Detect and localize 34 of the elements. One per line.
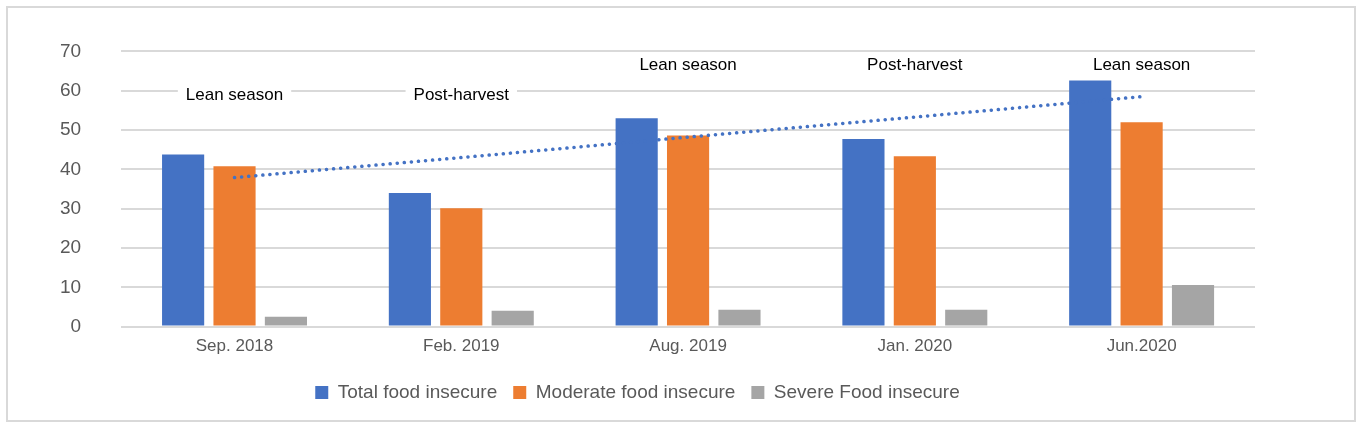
- bar: [893, 156, 936, 326]
- x-tick-label: Jan. 2020: [877, 336, 953, 356]
- annotation: Lean season: [1092, 55, 1191, 75]
- bar: [666, 135, 710, 326]
- bar: [1171, 284, 1215, 326]
- legend-label: Severe Food insecure: [773, 380, 960, 402]
- bar: [842, 139, 885, 326]
- bar: [213, 166, 256, 326]
- bar: [1120, 122, 1163, 326]
- annotation: Lean season: [639, 55, 737, 75]
- y-tick-label: 30: [59, 196, 82, 218]
- bar: [388, 192, 431, 326]
- y-tick-label: 0: [70, 314, 82, 336]
- y-tick-label: 10: [59, 275, 82, 297]
- x-tick-label: Feb. 2019: [423, 336, 500, 356]
- bar: [945, 309, 988, 326]
- y-tick-label: 40: [59, 157, 82, 179]
- bar: [491, 310, 534, 326]
- bar: [440, 208, 483, 326]
- x-tick-label: Aug. 2019: [649, 336, 727, 356]
- x-tick-label: Jun.2020: [1106, 336, 1177, 356]
- y-tick-label: 20: [59, 236, 82, 258]
- y-tick-label: 60: [59, 78, 82, 100]
- annotation: Post-harvest: [413, 85, 510, 105]
- annotation: Lean season: [185, 85, 284, 105]
- legend-label: Moderate food insecure: [535, 380, 736, 402]
- bar: [264, 316, 307, 326]
- bar: [718, 309, 761, 326]
- y-tick-label: 70: [59, 39, 82, 61]
- annotation: Post-harvest: [867, 55, 963, 75]
- y-tick-label: 50: [59, 118, 82, 140]
- legend-label: Total food insecure: [337, 380, 498, 402]
- x-tick-label: Sep. 2018: [195, 336, 274, 356]
- bar: [162, 154, 205, 326]
